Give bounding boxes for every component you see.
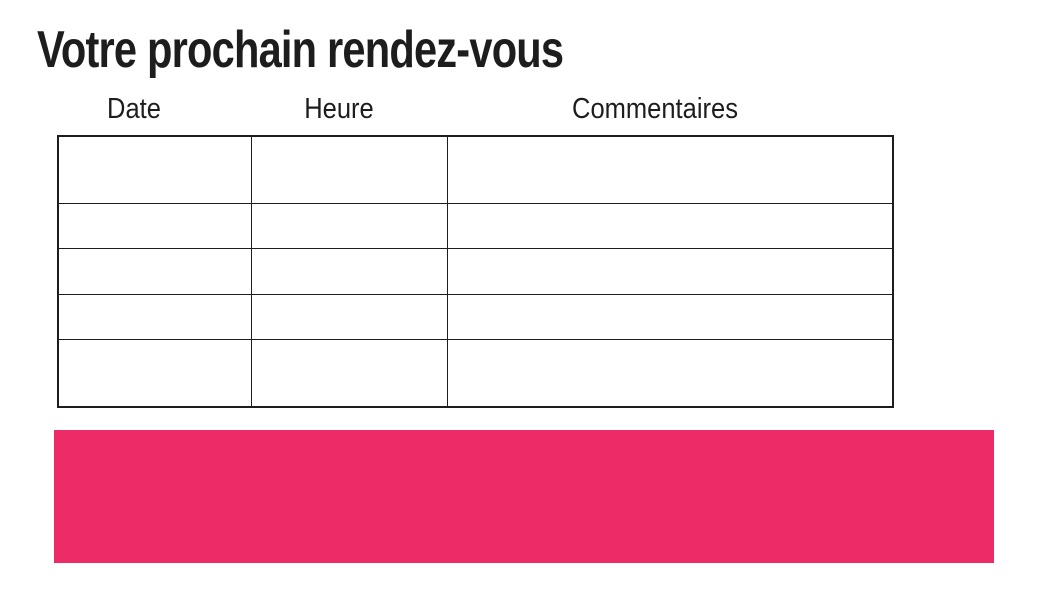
table-cell-date — [57, 203, 252, 250]
table-cell-heure — [250, 203, 448, 250]
table-cell-commentaires — [446, 293, 894, 340]
table-cell-commentaires — [446, 338, 894, 408]
table-cell-heure — [250, 135, 448, 205]
page-title: Votre prochain rendez-vous — [37, 21, 564, 79]
table-cell-heure — [250, 338, 448, 408]
table-cell-commentaires — [446, 135, 894, 205]
table-cell-heure — [250, 248, 448, 295]
table-row — [57, 203, 894, 250]
table-header-date: Date — [107, 93, 161, 125]
table-header-heure: Heure — [304, 93, 374, 125]
table-cell-commentaires — [446, 203, 894, 250]
table-row — [57, 293, 894, 340]
table-cell-heure — [250, 293, 448, 340]
appointments-table — [57, 135, 894, 408]
table-header-commentaires: Commentaires — [572, 93, 738, 125]
table-cell-commentaires — [446, 248, 894, 295]
table-cell-date — [57, 135, 252, 205]
table-row — [57, 248, 894, 295]
table-row — [57, 338, 894, 408]
table-cell-date — [57, 338, 252, 408]
table-cell-date — [57, 293, 252, 340]
footer-banner — [54, 430, 994, 563]
table-cell-date — [57, 248, 252, 295]
table-row — [57, 135, 894, 205]
